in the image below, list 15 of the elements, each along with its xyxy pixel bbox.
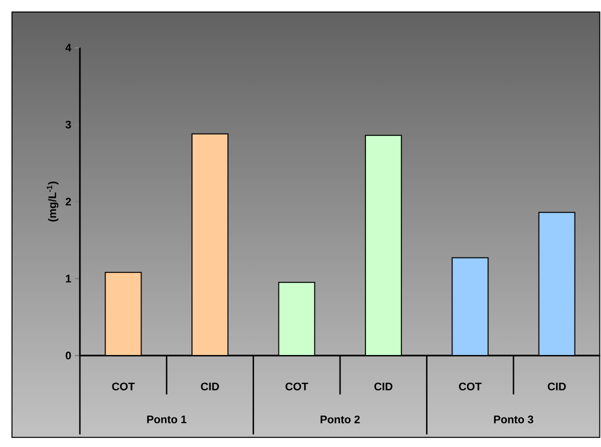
- x-tick-label: CID: [374, 382, 392, 390]
- x-tick-label: COT: [112, 382, 135, 390]
- y-axis-title: (mg/L$^{-1}$): [46, 181, 58, 222]
- y-tick-label: 0: [66, 351, 71, 360]
- x-tick-label: CID: [200, 382, 219, 390]
- text: Ponto 2: [320, 415, 360, 424]
- y-tick-label: 1: [66, 274, 72, 282]
- x-tick-label: COT: [458, 382, 482, 390]
- x-tick-label: CID: [548, 382, 566, 390]
- text: Ponto 1: [147, 415, 186, 424]
- y-tick-label: 4: [65, 44, 72, 52]
- y-tick-label: 3: [66, 120, 71, 128]
- text: Ponto 3: [494, 415, 534, 424]
- x-tick-label: COT: [286, 382, 308, 390]
- y-tick-label: 2: [66, 198, 71, 206]
